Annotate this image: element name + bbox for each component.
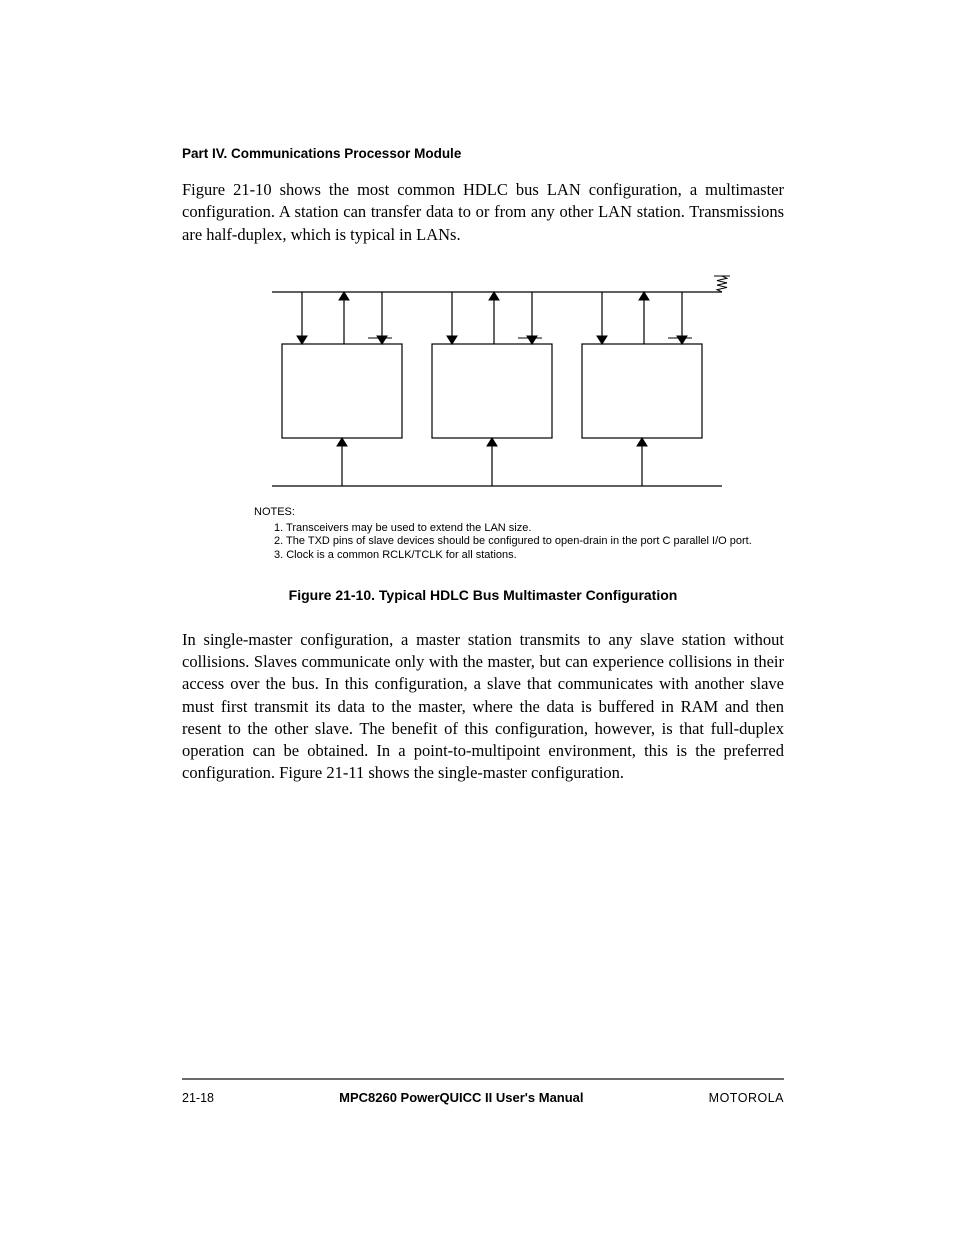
figure-notes: NOTES: 1. Transceivers may be used to ex… [254, 506, 784, 563]
footer-page-number: 21-18 [182, 1091, 214, 1105]
footer-vendor: MOTOROLA [709, 1091, 784, 1105]
page: Part IV. Communications Processor Module… [0, 0, 954, 1235]
hdlc-bus-diagram [232, 268, 752, 498]
notes-item: 1. Transceivers may be used to extend th… [274, 522, 784, 536]
page-footer: 21-18 MPC8260 PowerQUICC II User's Manua… [182, 1090, 784, 1105]
section-header: Part IV. Communications Processor Module [182, 146, 784, 161]
paragraph-1: Figure 21-10 shows the most common HDLC … [182, 179, 784, 246]
figure-21-10: NOTES: 1. Transceivers may be used to ex… [182, 268, 784, 603]
footer-manual-title: MPC8260 PowerQUICC II User's Manual [339, 1090, 583, 1105]
notes-title: NOTES: [254, 506, 784, 520]
notes-item: 2. The TXD pins of slave devices should … [274, 535, 784, 549]
figure-caption: Figure 21-10. Typical HDLC Bus Multimast… [182, 587, 784, 603]
paragraph-2: In single-master configuration, a master… [182, 629, 784, 785]
notes-item: 3. Clock is a common RCLK/TCLK for all s… [274, 549, 784, 563]
footer-rule [182, 1078, 784, 1080]
